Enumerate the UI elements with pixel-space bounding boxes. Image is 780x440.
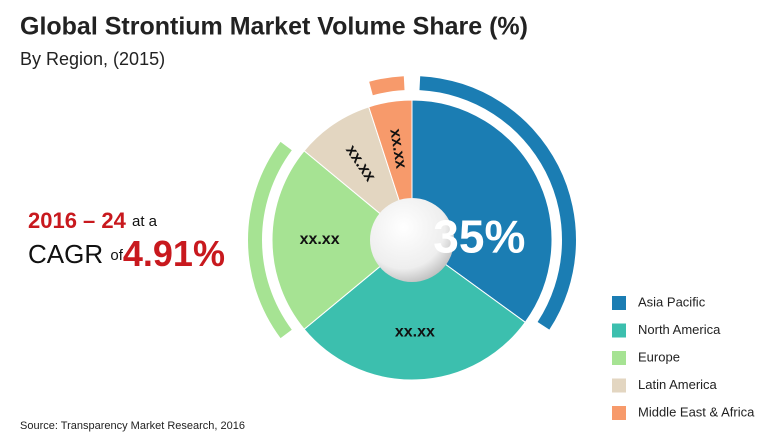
source: Source: Transparency Market Research, 20…	[20, 420, 245, 432]
accent-arc	[248, 141, 292, 339]
data-label: 35%	[433, 211, 525, 263]
legend-swatch	[612, 406, 626, 420]
annotation-preposition: of	[110, 247, 123, 264]
legend-label: Middle East & Africa	[638, 404, 755, 419]
annotation-period: 2016 – 24	[28, 208, 127, 233]
pie-slice	[271, 150, 413, 330]
data-label: xx.xx	[395, 324, 435, 341]
legend-swatch	[612, 351, 626, 365]
pie-slice	[303, 106, 414, 242]
annotation-connector: at a	[132, 213, 158, 230]
annotation-rate: 4.91%	[123, 233, 225, 274]
accent-arc	[369, 76, 405, 96]
data-label: xx.xx	[300, 231, 340, 248]
legend-label: Latin America	[638, 377, 718, 392]
data-label: xx.xx	[386, 128, 409, 170]
annotation: 2016 – 24 at a	[28, 208, 158, 233]
chart-subtitle: By Region, (2015)	[20, 49, 165, 69]
pie-slice	[411, 99, 553, 323]
annotation-metric: CAGR	[28, 239, 103, 269]
pie-slice	[303, 239, 526, 381]
center-hole	[370, 198, 454, 282]
legend-label: North America	[638, 322, 721, 337]
chart-title: Global Strontium Market Volume Share (%)	[20, 13, 528, 41]
legend-swatch	[612, 378, 626, 393]
accent-arc	[419, 76, 576, 330]
legend-swatch	[612, 296, 626, 310]
legend-swatch	[612, 323, 626, 338]
legend-label: Asia Pacific	[638, 294, 706, 309]
legend-label: Europe	[638, 349, 680, 364]
annotation-line: CAGR of4.91%	[28, 233, 225, 274]
